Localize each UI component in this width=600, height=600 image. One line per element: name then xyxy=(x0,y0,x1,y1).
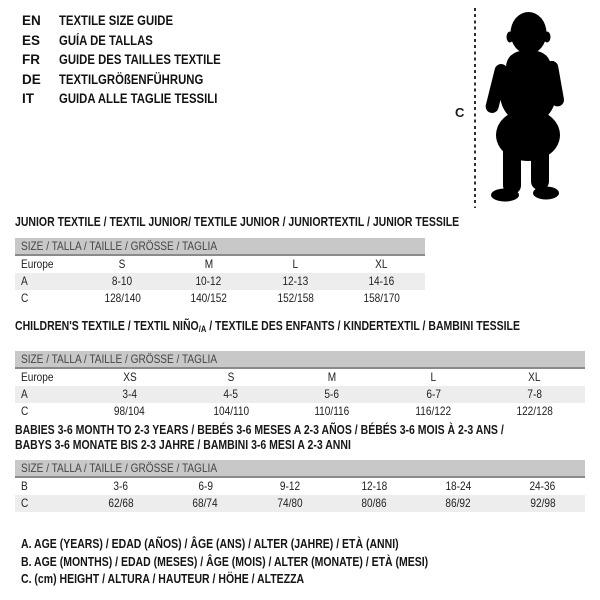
table-title: JUNIOR TEXTILE / TEXTIL JUNIOR/ TEXTILE … xyxy=(15,215,460,229)
table-cell: 140/152 xyxy=(190,291,227,305)
table-cell: 8-10 xyxy=(112,274,133,288)
table-cell: 152/158 xyxy=(277,291,314,305)
table-cell: 4-5 xyxy=(223,387,239,401)
language-list: EN TEXTILE SIZE GUIDE ES GUÍA DE TALLAS … xyxy=(22,11,252,109)
table-cell: 9-12 xyxy=(279,479,300,493)
table-title: BABIES 3-6 MONTH TO 2-3 YEARS / BEBÉS 3-… xyxy=(15,423,504,452)
table-cell: 110/116 xyxy=(314,404,350,418)
table-cell: L xyxy=(430,370,437,384)
language-title: TEXTILE SIZE GUIDE xyxy=(59,13,174,28)
title-subscript: /A xyxy=(198,324,207,334)
height-measure-label: C xyxy=(455,105,465,120)
table-cell: 62/68 xyxy=(108,496,134,510)
table-cell: M xyxy=(327,370,337,384)
table-row: B 3-6 6-9 9-12 12-18 18-24 24-36 xyxy=(15,478,585,495)
language-title: TEXTILGRÖßENFÜHRUNG xyxy=(59,71,204,87)
table-cell: 18-24 xyxy=(445,479,472,493)
table-row: A 3-4 4-5 5-6 6-7 7-8 xyxy=(15,386,585,403)
table-cell: 80/86 xyxy=(361,496,387,510)
table-row: Europe XS S M L XL xyxy=(15,369,585,386)
table-cell: 5-6 xyxy=(324,387,340,401)
table-cell: 128/140 xyxy=(104,291,141,305)
language-code: IT xyxy=(22,91,34,106)
language-code: EN xyxy=(22,13,41,28)
table-row: C 62/68 68/74 74/80 80/86 86/92 92/98 xyxy=(15,495,585,512)
table-cell: XL xyxy=(375,257,388,271)
babies-size-table: BABIES 3-6 MONTH TO 2-3 YEARS / BEBÉS 3-… xyxy=(15,423,585,512)
legend-line-c: C. (cm) HEIGHT / ALTURA / HAUTEUR / HÖHE… xyxy=(21,572,305,586)
table-cell: 10-12 xyxy=(195,274,222,288)
language-row: IT GUIDA ALLE TAGLIE TESSILI xyxy=(22,89,252,109)
table-title: CHILDREN'S TEXTILE / TEXTIL NIÑO/A / TEX… xyxy=(15,319,520,334)
language-code: FR xyxy=(22,52,40,67)
table-cell: 104/110 xyxy=(212,404,249,418)
row-label: B xyxy=(21,479,28,493)
table-row: C 98/104 104/110 110/116 116/122 122/128 xyxy=(15,403,585,420)
row-label: C xyxy=(21,404,29,418)
row-label: C xyxy=(21,496,29,510)
table-body: B 3-6 6-9 9-12 12-18 18-24 24-36 C 62/68 68/74 74/… xyxy=(15,478,585,512)
language-row: DE TEXTILGRÖßENFÜHRUNG xyxy=(22,70,252,90)
children-size-table: CHILDREN'S TEXTILE / TEXTIL NIÑO/A / TEX… xyxy=(15,319,585,420)
table-cell: 6-9 xyxy=(198,479,213,493)
table-cell: 158/170 xyxy=(363,291,400,305)
table-cell: 98/104 xyxy=(114,404,146,418)
table-cell: XS xyxy=(122,370,137,384)
language-title: GUIDA ALLE TAGLIE TESSILI xyxy=(59,91,218,106)
table-cell: 3-6 xyxy=(113,479,129,493)
table-cell: 3-4 xyxy=(122,387,137,401)
legend-line-a: A. AGE (YEARS) / EDAD (AÑOS) / ÂGE (ANS)… xyxy=(21,537,399,551)
height-measure-line xyxy=(474,8,476,208)
table-cell: M xyxy=(204,257,213,271)
table-cell: L xyxy=(292,257,299,271)
table-row: C 128/140 140/152 152/158 158/170 xyxy=(15,290,425,307)
table-header-bar: SIZE / TALLA / TAILLE / GRÖSSE / TAGLIA xyxy=(15,460,585,478)
table-cell: S xyxy=(118,257,126,271)
table-cell: 74/80 xyxy=(277,496,303,510)
legend: A. AGE (YEARS) / EDAD (AÑOS) / ÂGE (ANS)… xyxy=(21,536,506,589)
table-cell: 68/74 xyxy=(192,496,219,510)
table-cell: 12-13 xyxy=(282,274,309,288)
table-cell: 14-16 xyxy=(368,274,395,288)
legend-line-b: B. AGE (MONTHS) / EDAD (MESES) / ÂGE (MO… xyxy=(21,554,429,569)
language-row: FR GUIDE DES TAILLES TEXTILE xyxy=(22,50,252,70)
table-cell: 116/122 xyxy=(415,404,452,418)
table-cell: XL xyxy=(528,370,541,384)
table-body: Europe S M L XL A 8-10 10-12 12-13 14-16 C 128/140 1… xyxy=(15,256,425,307)
row-label: A xyxy=(21,387,28,401)
language-row: EN TEXTILE SIZE GUIDE xyxy=(22,11,252,31)
table-header-bar: SIZE / TALLA / TAILLE / GRÖSSE / TAGLIA xyxy=(15,351,585,369)
table-row: Europe S M L XL xyxy=(15,256,425,273)
table-cell: 7-8 xyxy=(527,387,542,401)
table-cell: 12-18 xyxy=(361,479,388,493)
language-code: ES xyxy=(22,32,41,48)
language-code: DE xyxy=(22,71,41,87)
table-cell: 92/98 xyxy=(530,496,556,510)
row-label: C xyxy=(21,291,29,305)
row-label: Europe xyxy=(21,370,54,384)
table-row: A 8-10 10-12 12-13 14-16 xyxy=(15,273,425,290)
row-label: A xyxy=(21,274,28,288)
table-header-bar: SIZE / TALLA / TAILLE / GRÖSSE / TAGLIA xyxy=(15,238,425,256)
language-title: GUÍA DE TALLAS xyxy=(59,32,153,48)
language-row: ES GUÍA DE TALLAS xyxy=(22,31,252,51)
table-cell: 122/128 xyxy=(516,404,553,418)
junior-size-table: JUNIOR TEXTILE / TEXTIL JUNIOR/ TEXTILE … xyxy=(15,215,460,307)
table-cell: S xyxy=(227,370,235,384)
table-body: Europe XS S M L XL A 3-4 4-5 5-6 6-7 7-8 C 98/104 104/… xyxy=(15,369,585,420)
row-label: Europe xyxy=(21,257,54,271)
table-cell: 86/92 xyxy=(445,496,472,510)
baby-silhouette-icon xyxy=(485,12,564,202)
table-cell: 6-7 xyxy=(425,387,441,401)
table-cell: 24-36 xyxy=(529,479,556,493)
language-title: GUIDE DES TAILLES TEXTILE xyxy=(59,52,221,67)
